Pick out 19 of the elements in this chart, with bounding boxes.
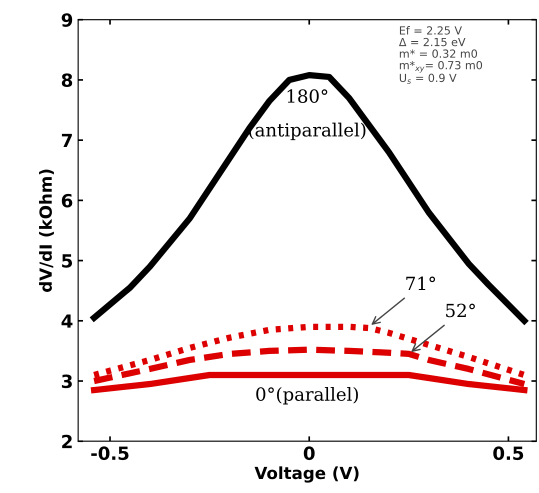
annotation: 52° bbox=[446, 304, 475, 318]
x-tick-label: -0.5 bbox=[91, 446, 129, 460]
y-tick-label: 7 bbox=[62, 134, 72, 148]
y-tick-label: 3 bbox=[62, 374, 72, 388]
annotation: 71° bbox=[406, 276, 436, 290]
y-tick-label: 5 bbox=[62, 254, 72, 268]
y-tick-label: 9 bbox=[62, 13, 72, 27]
y-tick-label: 6 bbox=[62, 194, 72, 208]
x-tick-label: 0 bbox=[304, 446, 315, 460]
y-axis-title: dV/dI (kOhm) bbox=[39, 170, 54, 292]
annotation: 180° bbox=[288, 89, 328, 103]
y-tick-label: 8 bbox=[62, 73, 72, 88]
y-tick-label: 4 bbox=[62, 314, 72, 328]
x-axis-title: Voltage (V) bbox=[254, 466, 359, 483]
text: Ef = 2.25 V Δ = 2.15 eV m* = 0.32 m0 m*$_{xy}$= 0.73 m0 U$_{s}$ = 0.9 V bbox=[398, 26, 482, 84]
y-tick-label: 2 bbox=[62, 434, 72, 448]
annotation: (antiparallel) bbox=[249, 122, 366, 140]
annotation: 0°(parallel) bbox=[256, 386, 358, 404]
x-tick-label: 0.5 bbox=[493, 446, 524, 460]
